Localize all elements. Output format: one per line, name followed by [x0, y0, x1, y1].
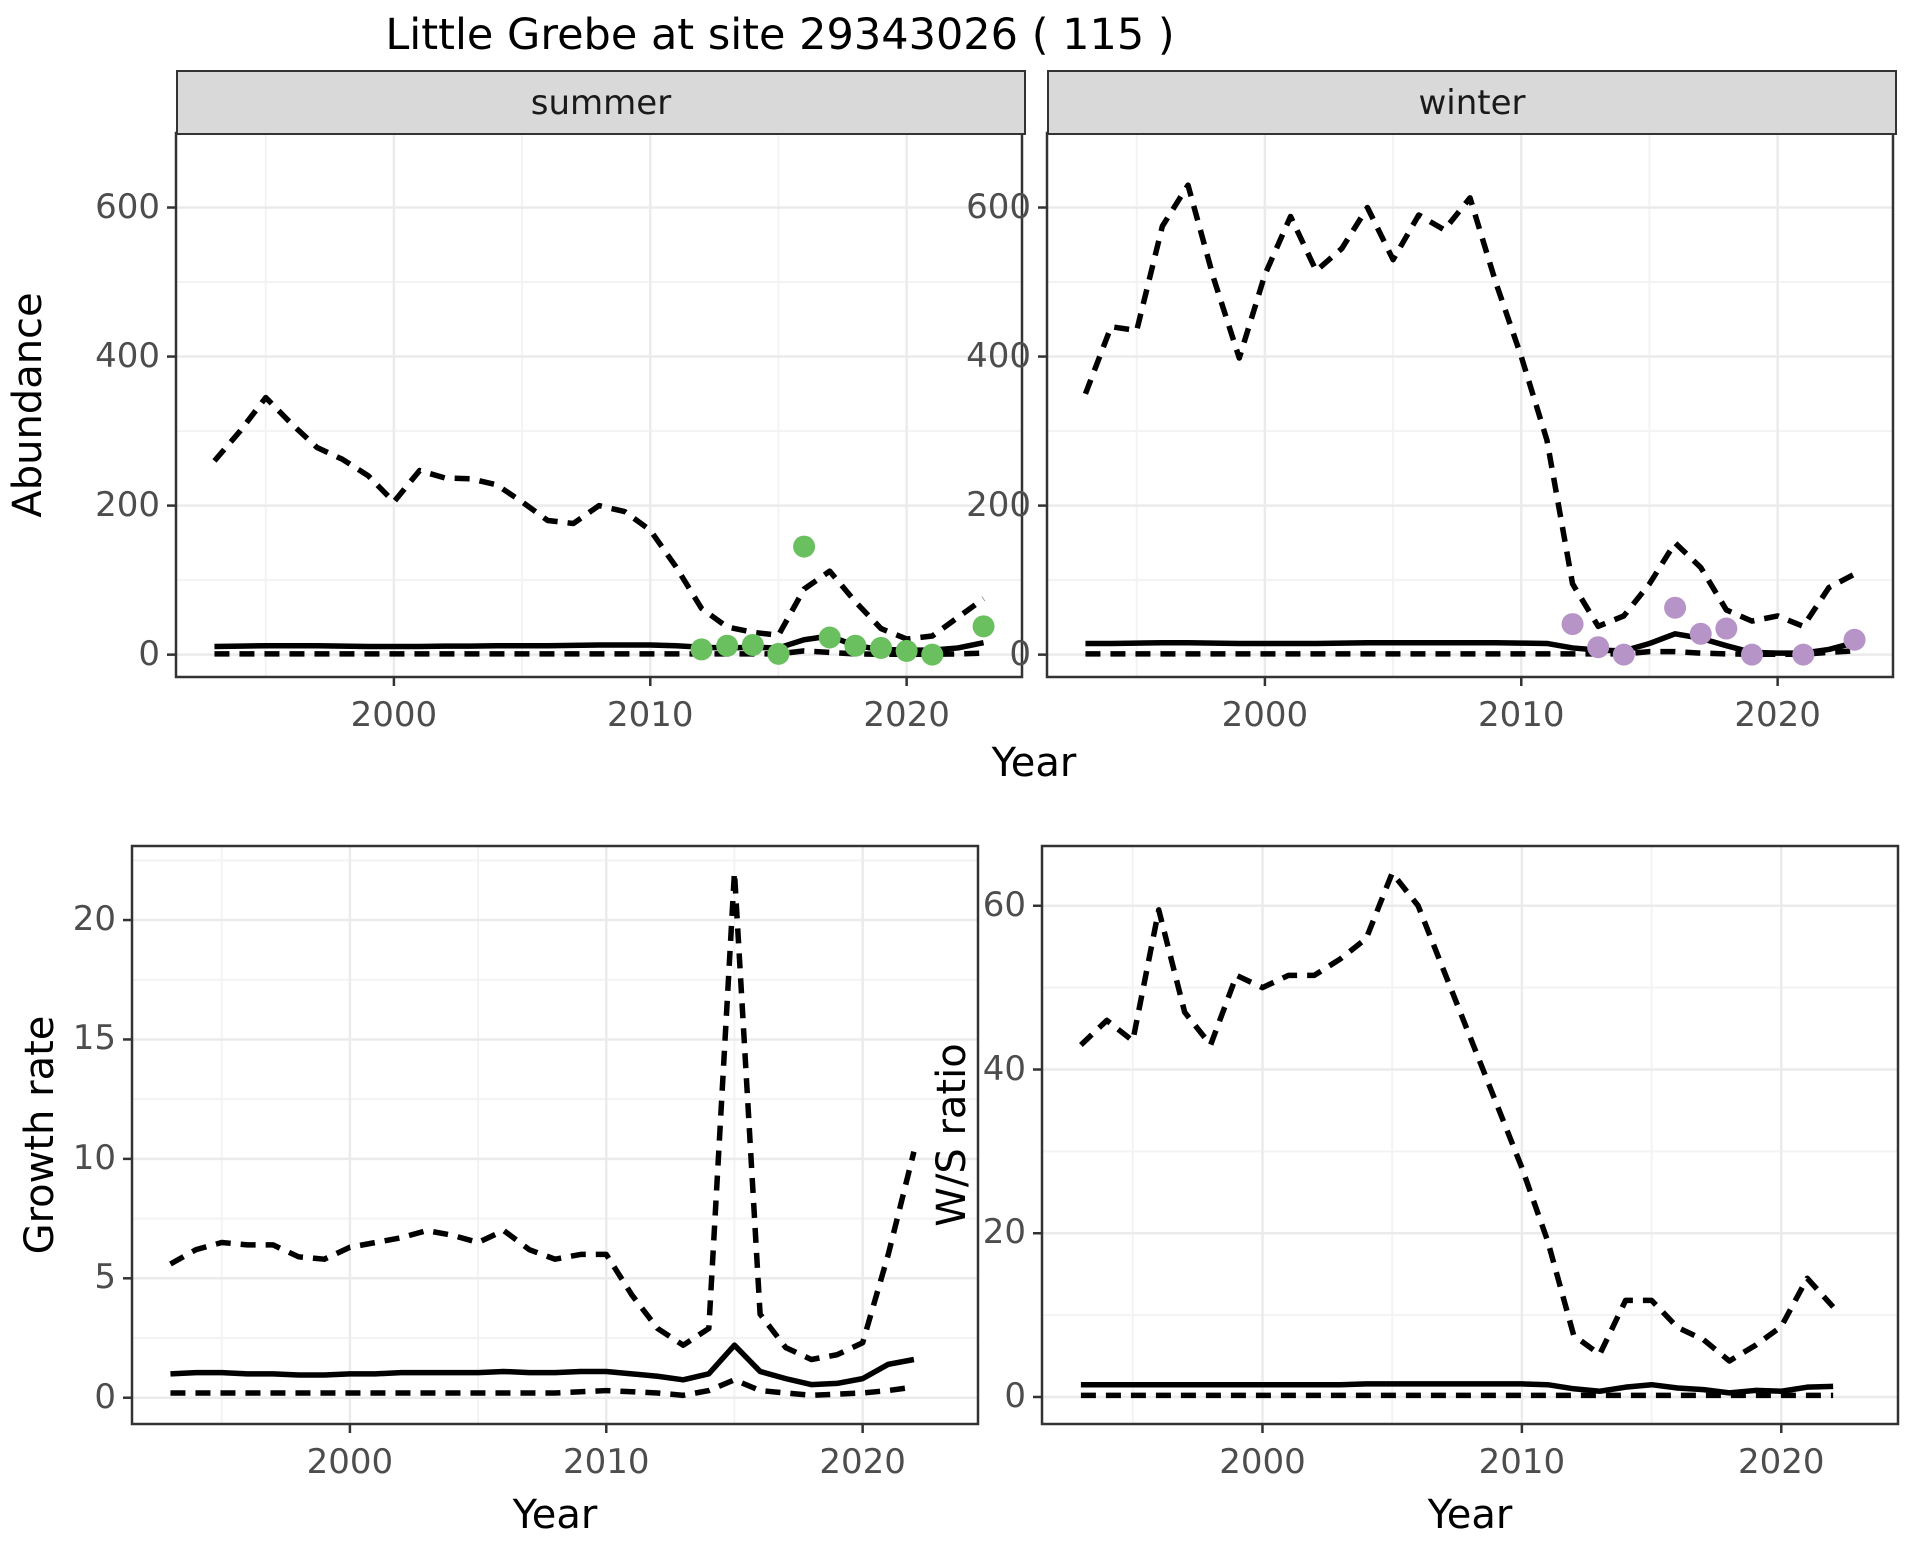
observed-counts-winter [1587, 636, 1610, 659]
upper-95ci-line-winter [1082, 182, 1856, 630]
observed-counts-summer [844, 634, 867, 657]
fitted-median-line-summer [214, 633, 985, 653]
y-tick-label: 20 [982, 1212, 1026, 1253]
upper-95ci-line-summer [212, 394, 986, 642]
y-tick-label: 600 [95, 186, 160, 227]
observed-counts-winter [1715, 617, 1738, 640]
fitted-median-line-growth-rate [170, 1342, 915, 1388]
x-tick-label: 2020 [1734, 695, 1821, 735]
x-tick-label: 2000 [1219, 1442, 1306, 1482]
observed-counts-winter [1612, 643, 1635, 666]
x-tick-label: 2020 [863, 695, 950, 735]
y-tick-label: 0 [1009, 633, 1031, 674]
y-tick-label: 200 [966, 484, 1031, 525]
y-tick-label: 400 [966, 335, 1031, 376]
observed-counts-winter [1741, 643, 1763, 666]
x-axis-title-growth-rate: Year [512, 1492, 598, 1538]
x-axis-title-top: Year [991, 740, 1077, 786]
observed-counts-summer [741, 633, 764, 656]
observed-counts-summer [921, 643, 944, 666]
x-tick-label: 2000 [1221, 695, 1309, 735]
y-tick-label: 0 [1004, 1375, 1026, 1416]
y-tick-label: 400 [95, 335, 160, 376]
y-axis-title-abundance: Abundance [5, 292, 51, 518]
x-tick-label: 2020 [1738, 1442, 1825, 1482]
observed-counts-winter [1664, 596, 1687, 619]
facet-strip-winter-label: winter [1418, 82, 1526, 123]
observed-counts-summer [690, 638, 713, 661]
y-tick-label: 600 [966, 186, 1031, 227]
observed-counts-summer [870, 636, 892, 659]
lower-95ci-line-winter [1085, 648, 1855, 658]
panel-border [1045, 131, 1895, 679]
observed-counts-summer [767, 642, 790, 665]
x-tick-label: 2010 [607, 695, 694, 735]
x-tick-label: 2010 [1478, 695, 1565, 735]
y-tick-label: 20 [72, 899, 116, 940]
observed-counts-winter [1792, 643, 1815, 666]
y-tick-label: 0 [138, 633, 160, 674]
observed-counts-winter [1843, 628, 1866, 651]
y-tick-label: 15 [72, 1018, 116, 1059]
lower-95ci-line-summer [214, 648, 984, 658]
observed-counts-summer [716, 634, 739, 657]
observed-counts-summer [895, 639, 918, 662]
y-tick-label: 200 [95, 484, 160, 525]
fitted-median-line-winter [1085, 631, 1856, 656]
facet-strip-summer: summer [176, 70, 1026, 135]
panel-border [1040, 844, 1900, 1426]
x-tick-label: 2020 [819, 1442, 906, 1482]
observed-counts-summer [972, 615, 995, 638]
y-axis-title-ws-ratio: W/S ratio [929, 1043, 975, 1227]
observed-counts-summer [818, 626, 841, 649]
y-tick-label: 10 [72, 1137, 116, 1178]
upper-95ci-line-w-s-ratio [1079, 870, 1836, 1364]
y-tick-label: 0 [94, 1376, 116, 1417]
x-tick-label: 2010 [1478, 1442, 1566, 1482]
observed-counts-summer [793, 535, 816, 558]
x-tick-label: 2000 [350, 695, 438, 735]
fitted-median-line-w-s-ratio [1080, 1381, 1834, 1396]
x-tick-label: 2000 [306, 1442, 394, 1482]
x-tick-label: 2010 [563, 1442, 650, 1482]
y-tick-label: 60 [982, 884, 1026, 925]
observed-counts-winter [1689, 622, 1712, 645]
observed-counts-winter [1561, 613, 1584, 636]
plot-title: Little Grebe at site 29343026 ( 115 ) [385, 10, 1175, 60]
y-tick-label: 5 [94, 1257, 116, 1298]
facet-strip-winter: winter [1047, 70, 1897, 135]
panel-border [130, 844, 980, 1426]
y-tick-label: 40 [982, 1048, 1026, 1089]
x-axis-title-ws-ratio: Year [1427, 1492, 1513, 1538]
facet-strip-summer-label: summer [530, 82, 672, 123]
upper-95ci-line-growth-rate [169, 869, 917, 1363]
